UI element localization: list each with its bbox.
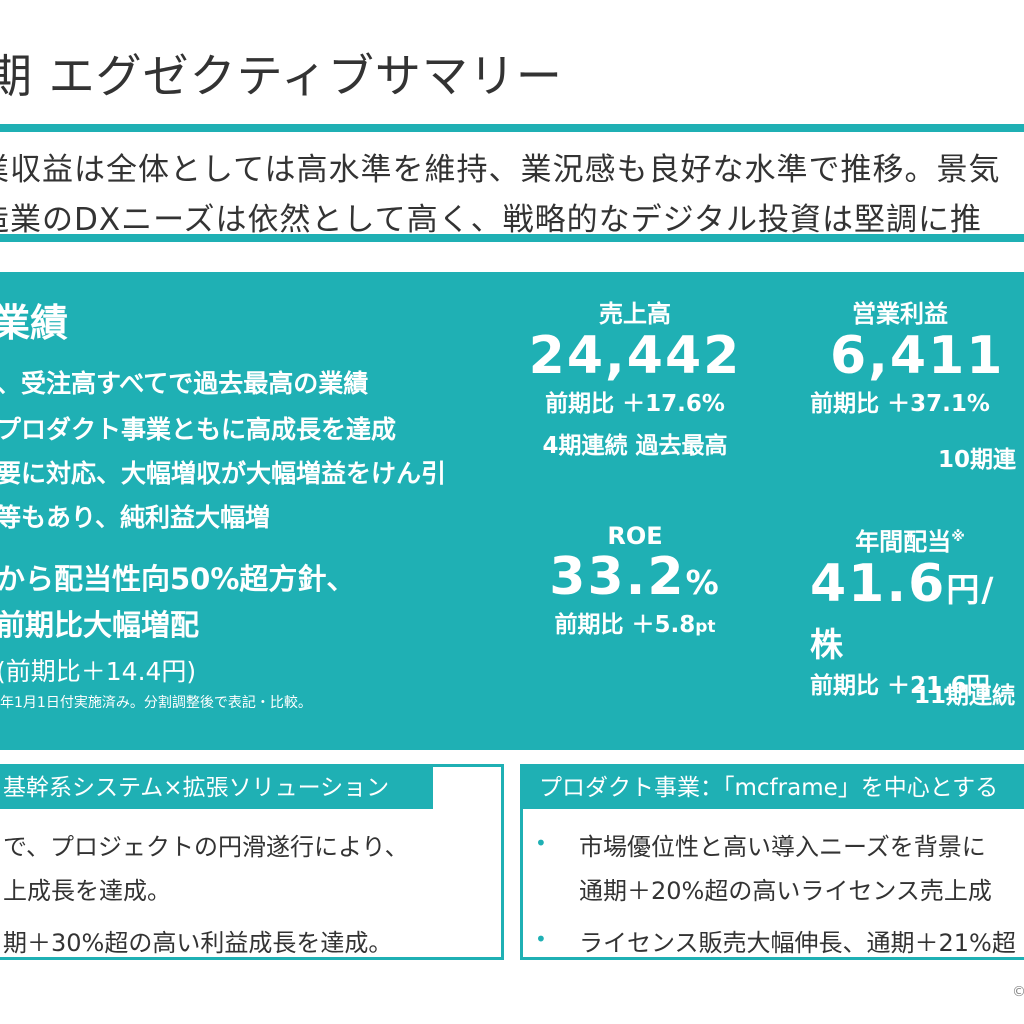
solution-business-line-1: で、プロジェクトの円滑遂行により、 [3,833,409,861]
kpi-dividend-mark: ※ [951,529,965,545]
solution-business-line-2: 上成長を達成。 [3,877,171,905]
dividend-policy-line-2: 前期比大幅増配 [0,608,200,642]
kpi-operating-profit-record: 10期連 [938,447,1017,473]
product-business-line-2: 通期＋20%超の高いライセンス売上成 [579,877,992,905]
kpi-roe-value: 33.2 [549,547,686,607]
split-note: 年1月1日付実施済み。分割調整後で表記・比較。 [0,695,312,711]
product-business-line-3: ライセンス販売大幅伸長、通期＋21%超 [579,929,1016,957]
kpi-roe: ROE 33.2% 前期比 ＋5.8pt [520,522,750,639]
kpi-roe-unit: % [685,563,721,602]
kpi-roe-comparison: 前期比 ＋5.8 [554,611,696,638]
product-business-line-1: 市場優位性と高い導入ニーズを背景に [579,833,986,861]
kpi-roe-comparison-unit: pt [695,616,716,637]
dividend-policy-line-1: から配当性向50%超方針、 [0,562,356,596]
kpi-sales-comparison: 前期比 ＋17.6% [545,390,725,417]
kpi-sales-value: 24,442 [528,326,742,386]
product-business-heading: プロダクト事業：「mcframe」を中心とする [523,767,1024,809]
summary-line-1: 業収益は全体としては高水準を維持、業況感も良好な水準で推移。景気 [0,152,1001,188]
summary-box: 業収益は全体としては高水準を維持、業況感も良好な水準で推移。景気 造業のDXニー… [0,124,1024,242]
bullet-dot: • [535,831,547,855]
results-bullet-4: 等もあり、純利益大幅増 [0,503,271,532]
results-panel: 業績 、受注高すべてで過去最高の業績 プロダクト事業ともに高成長を達成 要に対応… [0,272,1024,750]
kpi-dividend-record: 11期連続 [914,683,1016,709]
kpi-operating-profit-label: 営業利益 [852,300,948,328]
results-bullet-1: 、受注高すべてで過去最高の業績 [0,369,369,398]
solution-business-line-3: 期＋30%超の高い利益成長を達成。 [3,929,393,957]
kpi-roe-label: ROE [607,522,663,550]
kpi-sales-label: 売上高 [599,300,671,328]
kpi-operating-profit-value: 6,411 [830,326,1005,386]
solution-business-box: 基幹系システム×拡張ソリューション で、プロジェクトの円滑遂行により、 上成長を… [0,764,504,960]
product-business-box: プロダクト事業：「mcframe」を中心とする • 市場優位性と高い導入ニーズを… [520,764,1024,960]
copyright-mark: © [1012,984,1024,1000]
results-heading: 業績 [0,301,69,345]
kpi-operating-profit: 営業利益 6,411 前期比 ＋37.1% [790,294,1010,418]
kpi-dividend: 年間配当※ 41.6円/株 前期比 ＋21.6円 [790,522,1024,700]
kpi-dividend-comparison: 前期比 ＋21.6円 [810,673,990,700]
page-title: 期 エグゼクティブサマリー [0,49,563,103]
results-bullet-3: 要に対応、大幅増収が大幅増益をけん引 [0,459,447,488]
summary-line-2: 造業のDXニーズは依然として高く、戦略的なデジタル投資は堅調に推 [0,202,983,238]
kpi-dividend-value: 41.6 [810,554,947,614]
solution-business-heading: 基幹系システム×拡張ソリューション [0,767,433,809]
kpi-operating-profit-comparison: 前期比 ＋37.1% [810,390,990,417]
kpi-dividend-label: 年間配当 [855,528,952,556]
results-bullet-2: プロダクト事業ともに高成長を達成 [0,415,397,444]
kpi-dividend-unit: 円/株 [810,570,996,664]
kpi-sales-record: 4期連続 過去最高 [542,432,728,459]
bullet-dot: • [535,927,547,951]
dividend-policy-line-3: (前期比＋14.4円) [0,657,197,686]
kpi-sales: 売上高 24,442 前期比 ＋17.6% 4期連続 過去最高 [520,294,750,460]
